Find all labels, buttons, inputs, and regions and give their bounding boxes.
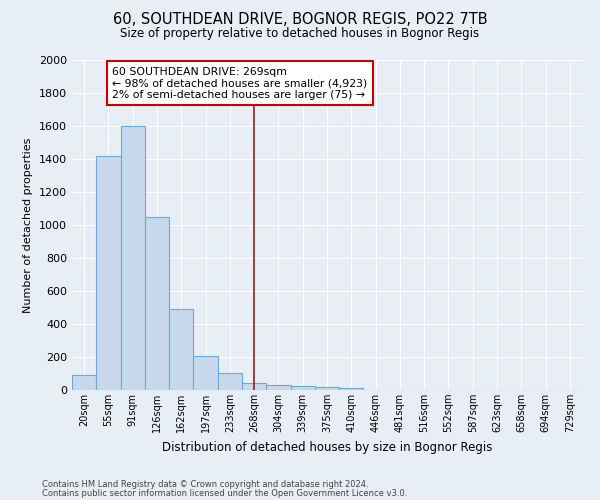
Text: 60 SOUTHDEAN DRIVE: 269sqm
← 98% of detached houses are smaller (4,923)
2% of se: 60 SOUTHDEAN DRIVE: 269sqm ← 98% of deta… xyxy=(112,66,367,100)
Text: Size of property relative to detached houses in Bognor Regis: Size of property relative to detached ho… xyxy=(121,28,479,40)
Bar xyxy=(218,372,242,390)
Bar xyxy=(169,309,193,390)
Text: 60, SOUTHDEAN DRIVE, BOGNOR REGIS, PO22 7TB: 60, SOUTHDEAN DRIVE, BOGNOR REGIS, PO22 … xyxy=(113,12,487,28)
Y-axis label: Number of detached properties: Number of detached properties xyxy=(23,138,34,312)
Bar xyxy=(266,385,290,390)
Text: Contains HM Land Registry data © Crown copyright and database right 2024.: Contains HM Land Registry data © Crown c… xyxy=(42,480,368,489)
Bar xyxy=(121,126,145,390)
Text: Contains public sector information licensed under the Open Government Licence v3: Contains public sector information licen… xyxy=(42,488,407,498)
Bar xyxy=(72,375,96,390)
X-axis label: Distribution of detached houses by size in Bognor Regis: Distribution of detached houses by size … xyxy=(162,440,492,454)
Bar xyxy=(193,356,218,390)
Bar xyxy=(315,386,339,390)
Bar xyxy=(242,382,266,390)
Bar xyxy=(339,388,364,390)
Bar xyxy=(145,217,169,390)
Bar xyxy=(96,156,121,390)
Bar xyxy=(290,386,315,390)
